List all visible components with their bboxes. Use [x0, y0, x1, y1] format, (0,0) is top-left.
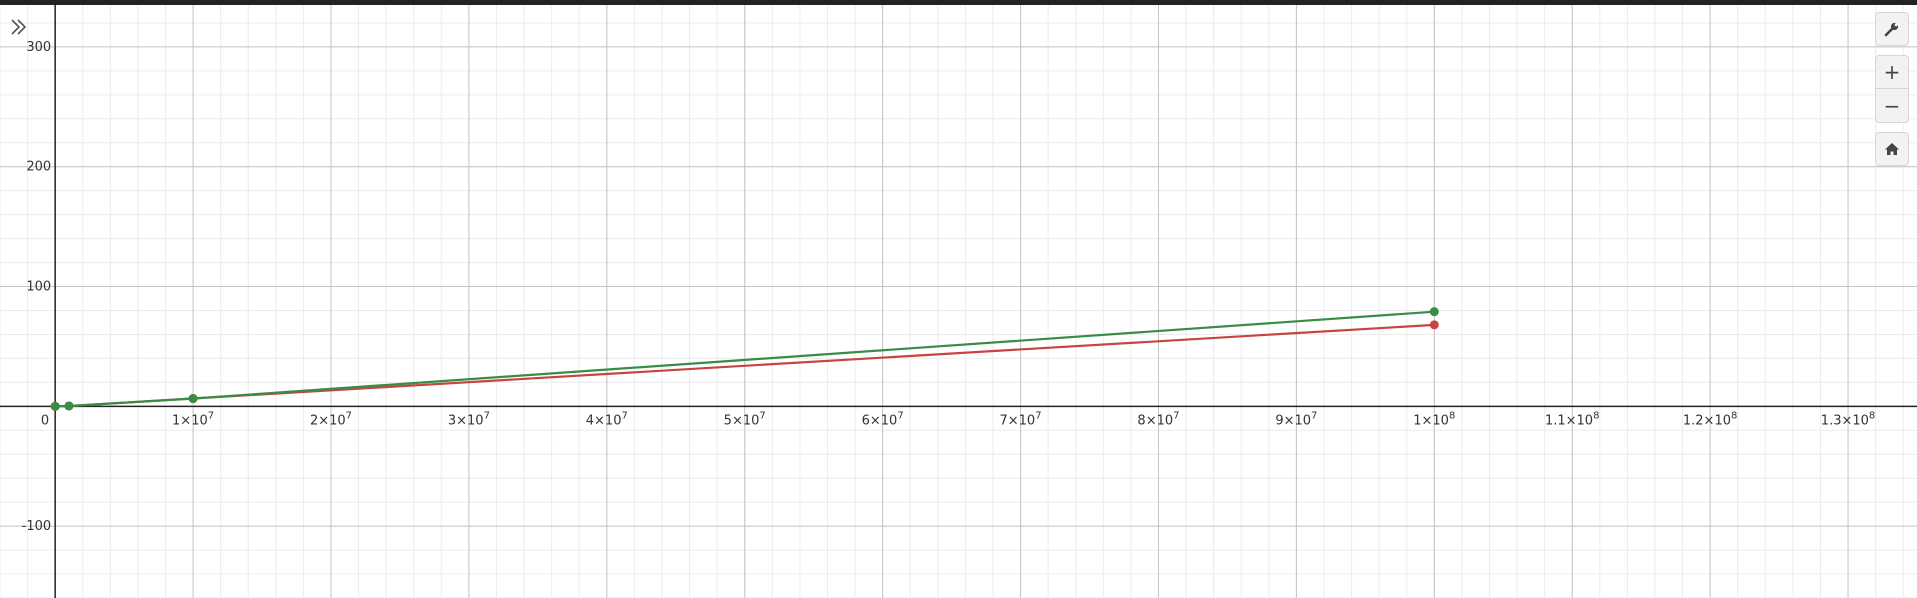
x-tick-label: 0: [41, 413, 49, 428]
series-line-2[interactable]: [55, 310, 1435, 408]
series-layer: [50, 307, 1439, 411]
minus-icon: −: [1883, 93, 1901, 118]
minor-grid: [0, 5, 1917, 598]
x-tick-label: 9×107: [1275, 410, 1317, 428]
graph-settings-button[interactable]: [1875, 12, 1909, 46]
double-chevron-right-icon: [11, 19, 27, 35]
major-grid: [0, 5, 1917, 598]
series-1-point[interactable]: [1429, 320, 1439, 330]
x-tick-label: 6×107: [862, 410, 904, 428]
graph-canvas[interactable]: 0 1×107 2×107 3×107 4×107 5×107 6×107 7×107 8×10…: [0, 5, 1917, 598]
x-tick-label: 7×107: [1000, 410, 1042, 428]
series-2-point[interactable]: [1429, 307, 1439, 317]
default-viewport-button[interactable]: [1875, 132, 1909, 166]
x-tick-label: 4×107: [586, 410, 628, 428]
expand-panel-button[interactable]: [8, 16, 30, 38]
series-2-point[interactable]: [50, 401, 60, 411]
top-bar: [0, 0, 1917, 5]
series-2-point[interactable]: [188, 394, 198, 404]
y-tick-label: 300: [26, 40, 51, 55]
x-tick-label: 1×107: [172, 410, 214, 428]
y-tick-label: -100: [22, 519, 52, 534]
x-tick-label: 1×108: [1413, 410, 1455, 428]
zoom-out-button[interactable]: −: [1875, 89, 1909, 123]
x-tick-label: 1.2×108: [1683, 410, 1737, 428]
wrench-icon: [1884, 22, 1899, 37]
x-tick-label: 1.3×108: [1821, 410, 1875, 428]
series-2-point[interactable]: [64, 401, 74, 411]
x-tick-label: 2×107: [310, 410, 352, 428]
home-icon: [1885, 143, 1899, 155]
x-tick-label: 3×107: [448, 410, 490, 428]
x-tick-label: 5×107: [724, 410, 766, 428]
axes: [0, 5, 1917, 598]
y-tick-label: 200: [26, 160, 51, 175]
x-tick-label: 8×107: [1137, 410, 1179, 428]
plus-icon: +: [1883, 60, 1901, 84]
y-tick-label: 100: [26, 280, 51, 295]
tick-labels: 0 1×107 2×107 3×107 4×107 5×107 6×107 7×107 8×10…: [22, 40, 1876, 534]
zoom-in-button[interactable]: +: [1875, 55, 1909, 89]
x-tick-label: 1.1×108: [1545, 410, 1599, 428]
